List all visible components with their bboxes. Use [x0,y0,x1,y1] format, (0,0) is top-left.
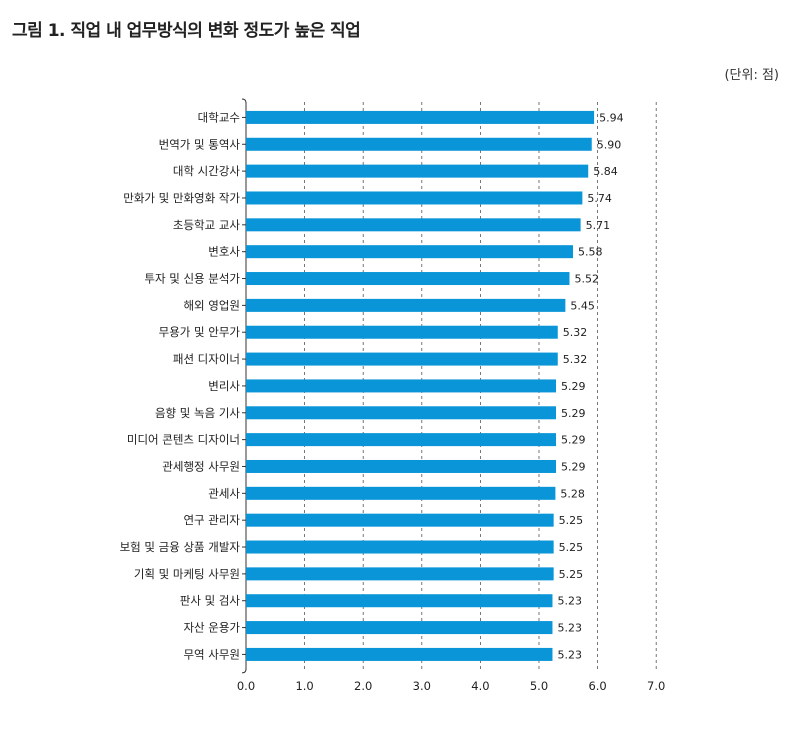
category-label: 무역 사무원 [183,647,240,661]
x-tick-label: 6.0 [588,679,606,693]
value-label: 5.32 [563,326,588,339]
category-label: 판사 및 검사 [180,594,241,608]
value-label: 5.52 [574,273,599,286]
value-label: 5.29 [561,407,586,420]
category-label: 음향 및 녹음 기사 [155,406,240,420]
bar [246,594,553,608]
category-label: 패션 디자이너 [173,352,240,366]
bar [246,459,556,473]
bar [246,245,573,259]
value-label: 5.25 [559,514,584,527]
x-tick-label: 2.0 [354,679,372,693]
category-label: 미디어 콘텐츠 디자이너 [127,433,240,447]
category-label: 초등학교 교사 [173,218,241,232]
x-tick-label: 5.0 [530,679,548,693]
bar [246,621,553,635]
bar [246,647,553,661]
category-label: 대학교수 [198,110,240,124]
category-label: 보험 및 금융 상품 개발자 [120,540,241,554]
bar [246,567,554,581]
value-label: 5.45 [570,299,595,312]
value-label: 5.74 [587,192,612,205]
value-label: 5.94 [599,111,624,124]
x-tick-label: 7.0 [647,679,665,693]
value-label: 5.25 [559,541,584,554]
y-axis-cap [241,668,247,674]
x-tick-label: 1.0 [295,679,313,693]
category-label: 변호사 [208,245,240,259]
bar [246,137,592,151]
bar [246,352,558,366]
bar [246,298,566,312]
value-label: 5.29 [561,434,586,447]
bar [246,486,556,500]
category-label: 연구 관리자 [183,513,240,527]
category-label: 대학 시간강사 [173,164,241,178]
value-label: 5.29 [561,460,586,473]
bar [246,406,556,420]
category-label: 무용가 및 안무가 [159,325,241,339]
category-label: 변리사 [208,379,240,393]
category-label: 번역가 및 통역사 [159,137,241,151]
x-tick-label: 4.0 [471,679,489,693]
value-label: 5.23 [557,648,582,661]
bar [246,110,595,124]
value-label: 5.84 [593,165,618,178]
bar [246,164,589,178]
bar [246,540,554,554]
value-label: 5.32 [563,353,588,366]
bar [246,325,558,339]
bar [246,433,556,447]
x-tick-label: 3.0 [413,679,431,693]
category-label: 자산 운용가 [183,621,240,635]
bar [246,379,556,393]
value-label: 5.25 [559,568,584,581]
category-label: 관세사 [208,486,240,500]
value-label: 5.58 [578,246,603,259]
value-label: 5.90 [597,138,622,151]
category-label: 만화가 및 만화영화 작가 [123,191,240,205]
value-label: 5.28 [560,487,585,500]
value-label: 5.71 [586,219,611,232]
x-tick-label: 0.0 [237,679,255,693]
y-axis-cap [241,98,247,104]
value-label: 5.23 [557,622,582,635]
bar [246,191,583,205]
category-label: 투자 및 신용 분석가 [144,272,240,286]
value-label: 5.23 [557,595,582,608]
category-label: 관세행정 사무원 [162,459,240,473]
category-label: 해외 영업원 [183,298,240,312]
bar [246,513,554,527]
unit-label: (단위: 점) [724,68,779,83]
bar [246,272,570,286]
category-label: 기획 및 마케팅 사무원 [134,567,240,581]
chart-title: 그림 1. 직업 내 업무방식의 변화 정도가 높은 직업 [12,21,361,41]
bar [246,218,581,232]
value-label: 5.29 [561,380,586,393]
